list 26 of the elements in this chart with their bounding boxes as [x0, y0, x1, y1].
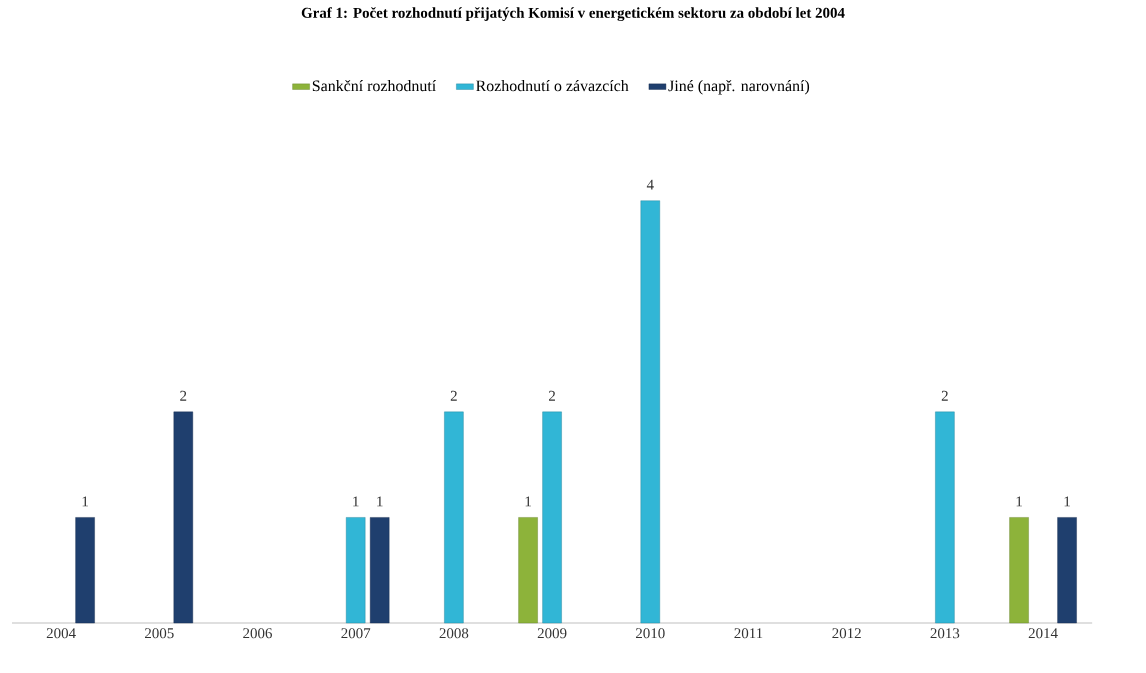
x-tick-label: 2010 — [635, 628, 665, 639]
legend-label: Rozhodnutí o závazcích — [476, 80, 629, 92]
data-label: 2 — [180, 390, 187, 401]
data-label: 2 — [941, 390, 948, 401]
chart-title: Graf 1: Počet rozhodnutí přijatých Komisí v energetickém sektoru za období let 2004 — [301, 7, 845, 21]
data-label: 1 — [525, 496, 531, 507]
data-label: 1 — [82, 496, 88, 507]
x-tick-label: 2014 — [1028, 628, 1058, 639]
x-tick-label: 2009 — [537, 628, 567, 639]
legend-label: Sankční rozhodnutí — [312, 80, 437, 92]
x-tick-label: 2008 — [439, 628, 469, 639]
data-label: 2 — [549, 390, 555, 401]
data-label: 4 — [646, 179, 654, 190]
x-tick-label: 2011 — [734, 628, 763, 639]
legend-label: Jiné (např. narovnání) — [668, 80, 810, 95]
x-tick-label: 2006 — [243, 628, 272, 639]
x-tick-label: 2004 — [46, 628, 76, 639]
data-label: 1 — [1064, 496, 1070, 507]
x-tick-label: 2005 — [145, 628, 174, 639]
data-label: 1 — [377, 496, 383, 507]
data-label: 1 — [353, 496, 359, 507]
data-label: 2 — [450, 390, 457, 401]
x-tick-label: 2007 — [341, 628, 371, 639]
data-label: 1 — [1016, 496, 1022, 507]
x-tick-label: 2012 — [832, 628, 861, 639]
x-tick-label: 2013 — [930, 628, 960, 639]
